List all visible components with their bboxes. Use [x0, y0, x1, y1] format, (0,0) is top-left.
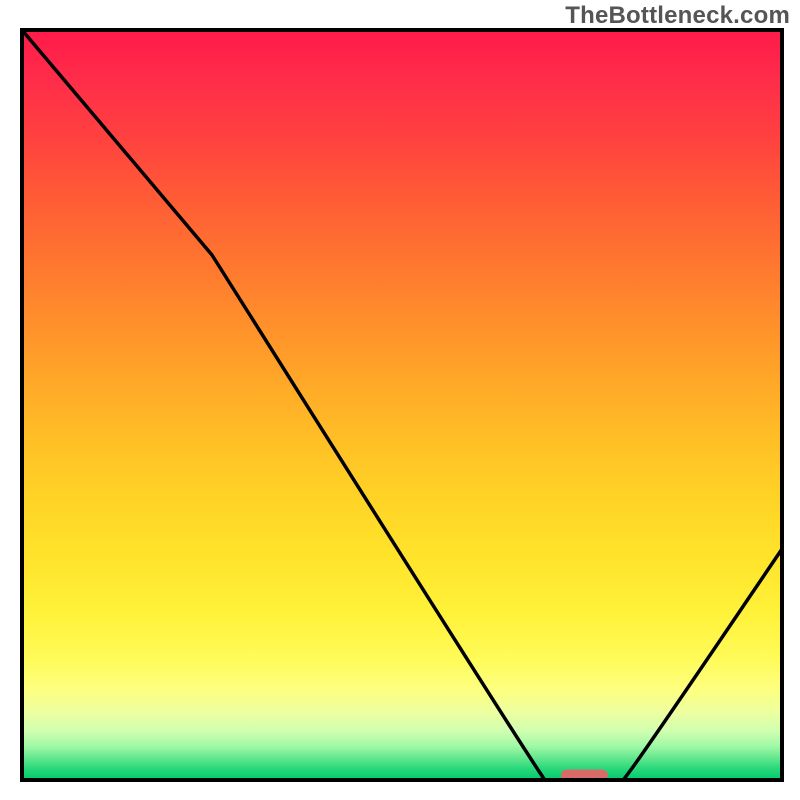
chart-frame: TheBottleneck.com — [0, 0, 800, 800]
bottleneck-curve-chart — [0, 0, 800, 800]
gradient-background — [22, 30, 782, 780]
watermark-text: TheBottleneck.com — [565, 2, 790, 30]
